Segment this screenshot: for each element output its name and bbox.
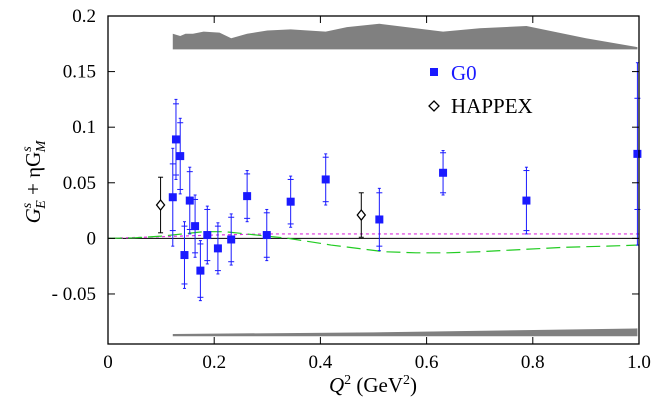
legend-label-happex: HAPPEX — [451, 94, 533, 118]
g0-point — [633, 149, 642, 158]
g0-point — [185, 196, 194, 205]
g0-point — [168, 193, 177, 202]
svg-text:Q2 (GeV2): Q2 (GeV2) — [329, 373, 417, 397]
happex-point — [356, 208, 367, 222]
systematic-band-lower — [172, 328, 638, 337]
g0-point — [439, 168, 448, 177]
legend-label-g0: G0 — [451, 61, 477, 85]
x-tick-label: 0 — [103, 352, 113, 373]
g0-point — [522, 196, 531, 205]
g0-point — [171, 135, 180, 144]
y-tick-label: 0.2 — [72, 6, 96, 27]
y-tick-label: 0.1 — [72, 117, 96, 138]
plot-frame — [107, 15, 640, 345]
g0-point — [191, 222, 200, 231]
g0-point — [262, 231, 271, 240]
svg-text:GsE + ηGsM: GsE + ηGsM — [20, 139, 49, 223]
g0-point — [213, 244, 222, 253]
g0-point — [321, 175, 330, 184]
legend-marker-g0 — [430, 68, 438, 76]
theory-curve-magenta — [107, 233, 639, 239]
legend-marker-happex — [428, 100, 440, 112]
x-tick-label: 0.2 — [202, 352, 226, 373]
g0-point — [227, 235, 236, 244]
x-tick-label: 0.8 — [521, 352, 545, 373]
y-axis-title: GsE + ηGsM — [20, 139, 49, 223]
x-tick-label: 1.0 — [627, 352, 651, 373]
g0-point — [286, 197, 295, 206]
y-tick-label: 0 — [87, 228, 97, 249]
systematic-band-upper — [172, 23, 638, 50]
y-tick-label: 0.05 — [63, 173, 96, 194]
y-tick-label: 0.15 — [63, 62, 96, 83]
y-tick-label: - 0.05 — [52, 284, 96, 305]
plot-area — [107, 23, 642, 337]
g0-point — [375, 215, 384, 224]
g0-point — [243, 192, 252, 201]
g0-point — [196, 266, 205, 275]
theory-curve-green — [107, 231, 640, 254]
legend: G0 HAPPEX — [428, 61, 533, 118]
g0-point — [203, 231, 212, 240]
g0-point — [176, 152, 185, 161]
g0-point — [180, 251, 189, 260]
x-tick-label: 0.4 — [309, 352, 333, 373]
x-tick-label: 0.6 — [415, 352, 439, 373]
happex-point — [155, 198, 166, 212]
x-axis-title: Q2 (GeV2) — [329, 373, 417, 397]
